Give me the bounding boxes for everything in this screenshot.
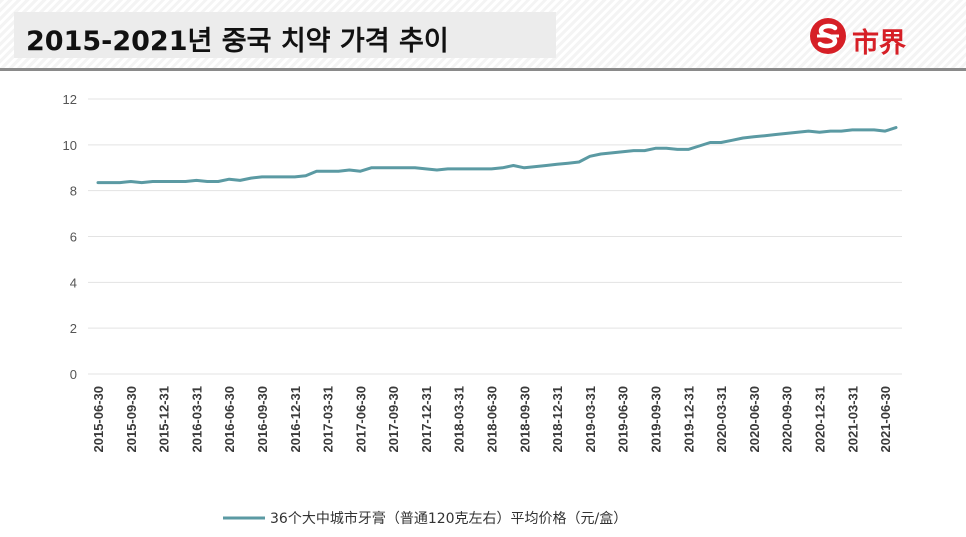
x-axis-ticks: 2015-06-30 2015-09-30 2015-12-31 2016-03-31… xyxy=(91,386,893,453)
x-tick-label: 2021-06-30 xyxy=(878,386,893,453)
y-tick-label: 8 xyxy=(70,184,77,199)
x-tick-label: 2020-06-30 xyxy=(747,386,762,453)
x-tick-label: 2018-09-30 xyxy=(517,386,532,453)
x-tick-label: 2015-09-30 xyxy=(124,386,139,453)
y-tick-label: 6 xyxy=(70,230,77,245)
y-tick-label: 4 xyxy=(70,275,77,290)
x-tick-label: 2019-09-30 xyxy=(649,386,664,453)
x-tick-label: 2019-03-31 xyxy=(583,386,598,453)
brand-name: 市界 xyxy=(852,28,906,59)
gridlines xyxy=(88,98,902,375)
x-tick-label: 2020-12-31 xyxy=(812,386,827,453)
legend: 36个大中城市牙膏（普通120克左右）平均价格（元/盒） xyxy=(223,510,627,527)
x-tick-label: 2019-12-31 xyxy=(681,386,696,453)
y-tick-label: 0 xyxy=(70,367,77,382)
header-divider xyxy=(0,68,966,71)
y-tick-label: 12 xyxy=(63,92,77,107)
x-tick-label: 2018-12-31 xyxy=(550,386,565,453)
x-tick-label: 2017-03-31 xyxy=(321,386,336,453)
x-tick-label: 2016-03-31 xyxy=(189,386,204,453)
page-title: 2015-2021년 중국 치약 가격 추이 xyxy=(26,26,449,57)
x-tick-label: 2017-06-30 xyxy=(353,386,368,453)
legend-label: 36个大中城市牙膏（普通120克左右）平均价格（元/盒） xyxy=(270,510,627,527)
x-tick-label: 2019-06-30 xyxy=(616,386,631,453)
line-chart: 0 2 4 6 8 10 12 2015-06-30 2015-09-30 2015-12-31… xyxy=(63,92,902,527)
brand-logo: 市界 xyxy=(808,16,938,60)
x-tick-label: 2015-06-30 xyxy=(91,386,106,453)
y-tick-label: 2 xyxy=(70,321,77,336)
brand-s-icon xyxy=(810,18,846,54)
x-tick-label: 2018-03-31 xyxy=(452,386,467,453)
x-tick-label: 2017-12-31 xyxy=(419,386,434,453)
y-axis-ticks: 0 2 4 6 8 10 12 xyxy=(63,92,77,382)
series-line xyxy=(96,126,898,185)
x-tick-label: 2015-12-31 xyxy=(157,386,172,453)
y-tick-label: 10 xyxy=(63,138,77,153)
x-tick-label: 2016-09-30 xyxy=(255,386,270,453)
x-tick-label: 2017-09-30 xyxy=(386,386,401,453)
x-tick-label: 2018-06-30 xyxy=(485,386,500,453)
x-tick-label: 2020-03-31 xyxy=(714,386,729,453)
x-tick-label: 2016-12-31 xyxy=(288,386,303,453)
x-tick-label: 2016-06-30 xyxy=(222,386,237,453)
title-box: 2015-2021년 중국 치약 가격 추이 xyxy=(14,12,556,58)
x-tick-label: 2021-03-31 xyxy=(845,386,860,453)
x-tick-label: 2020-09-30 xyxy=(780,386,795,453)
